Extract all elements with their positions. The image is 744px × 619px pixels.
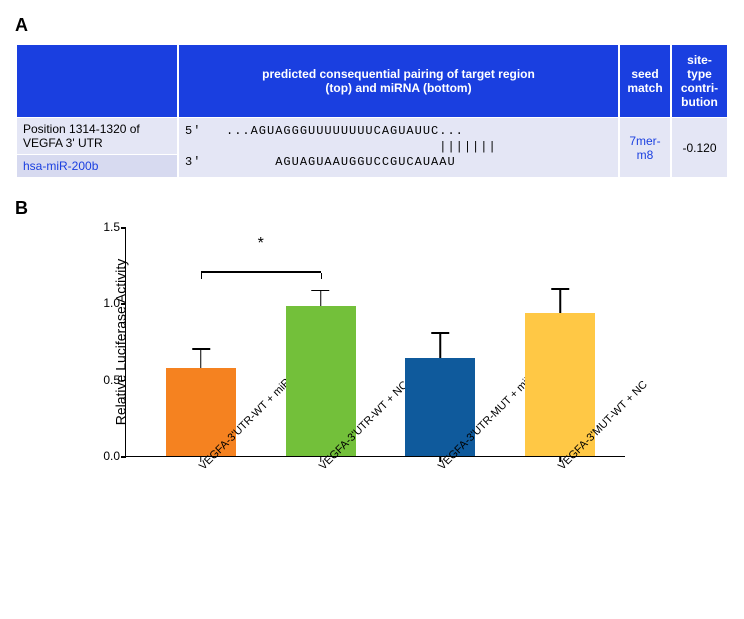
th-contrib: site-type contri-bution [672, 45, 727, 117]
th-pairing: predicted consequential pairing of targe… [179, 45, 618, 117]
position-label: Position 1314-1320 of VEGFA 3' UTR [17, 118, 177, 154]
contribution-value: -0.120 [672, 118, 727, 177]
significance-bar [201, 271, 321, 273]
seed-match-value: 7mer-m8 [620, 118, 670, 177]
significance-drop [201, 273, 203, 279]
error-bar [200, 348, 202, 368]
error-bar [440, 332, 442, 358]
significance-drop [321, 273, 323, 279]
th-blank [17, 45, 177, 117]
bar [286, 306, 356, 456]
mirna-link[interactable]: hsa-miR-200b [23, 159, 98, 173]
panel-a-label: A [15, 15, 729, 36]
y-tick: 1.0 [86, 296, 120, 310]
y-tick: 0.5 [86, 373, 120, 387]
significance-star: * [258, 235, 264, 253]
sequence-alignment: 5' ...AGUAGGGUUUUUUUUCAGUAUUC... |||||||… [179, 118, 618, 177]
panel-b-label: B [15, 198, 729, 219]
bar-chart: Relative Luciferase Activity 0.00.51.01.… [85, 227, 705, 457]
y-tick: 0.0 [86, 449, 120, 463]
mirna-label[interactable]: hsa-miR-200b [17, 155, 177, 177]
error-bar [559, 288, 561, 312]
plot-area: 0.00.51.01.5VEGFA-3'UTR-WT + miR-200bVEG… [125, 227, 625, 457]
pairing-table: predicted consequential pairing of targe… [15, 44, 729, 178]
th-seed: seed match [620, 45, 670, 117]
error-bar [320, 290, 322, 307]
y-tick: 1.5 [86, 220, 120, 234]
